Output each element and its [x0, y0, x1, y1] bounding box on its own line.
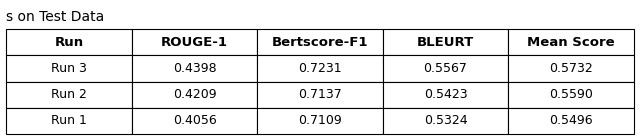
Text: s on Test Data: s on Test Data — [6, 10, 105, 24]
